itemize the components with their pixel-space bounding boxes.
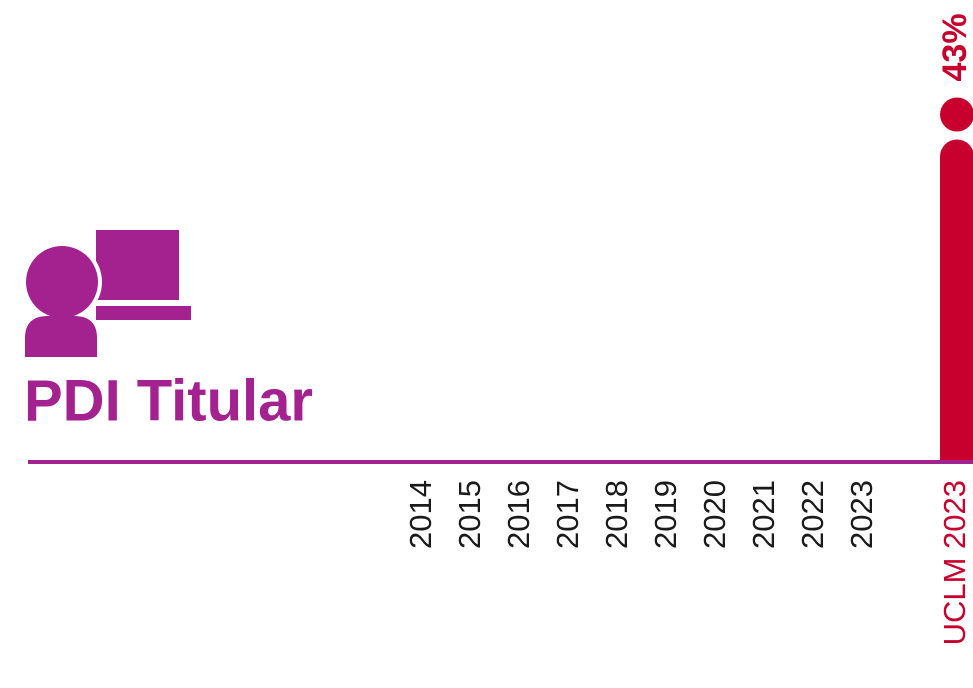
x-tick-label: 2020: [697, 480, 732, 549]
x-tick-label: 2022: [795, 480, 830, 549]
teacher-icon: [22, 230, 191, 357]
x-tick-label: 2017: [550, 480, 585, 549]
icon-ledge: [96, 306, 191, 320]
icon-head: [26, 246, 98, 318]
x-tick-label: 2021: [746, 480, 781, 549]
x-tick-label: 2023: [844, 480, 879, 549]
bar-head: [940, 97, 973, 132]
icon-body: [25, 316, 97, 357]
x-tick-label: UCLM 2023: [937, 480, 972, 645]
icon-board: [96, 230, 179, 300]
value-label: 43%: [936, 13, 973, 81]
x-tick-label: 2014: [403, 480, 438, 549]
chart-title: PDI Titular: [24, 368, 313, 433]
x-tick-label: 2016: [501, 480, 536, 549]
x-tick-label: 2015: [452, 480, 487, 549]
x-tick-label: 2018: [599, 480, 634, 549]
x-tick-label: 2019: [648, 480, 683, 549]
bar: [940, 139, 973, 462]
